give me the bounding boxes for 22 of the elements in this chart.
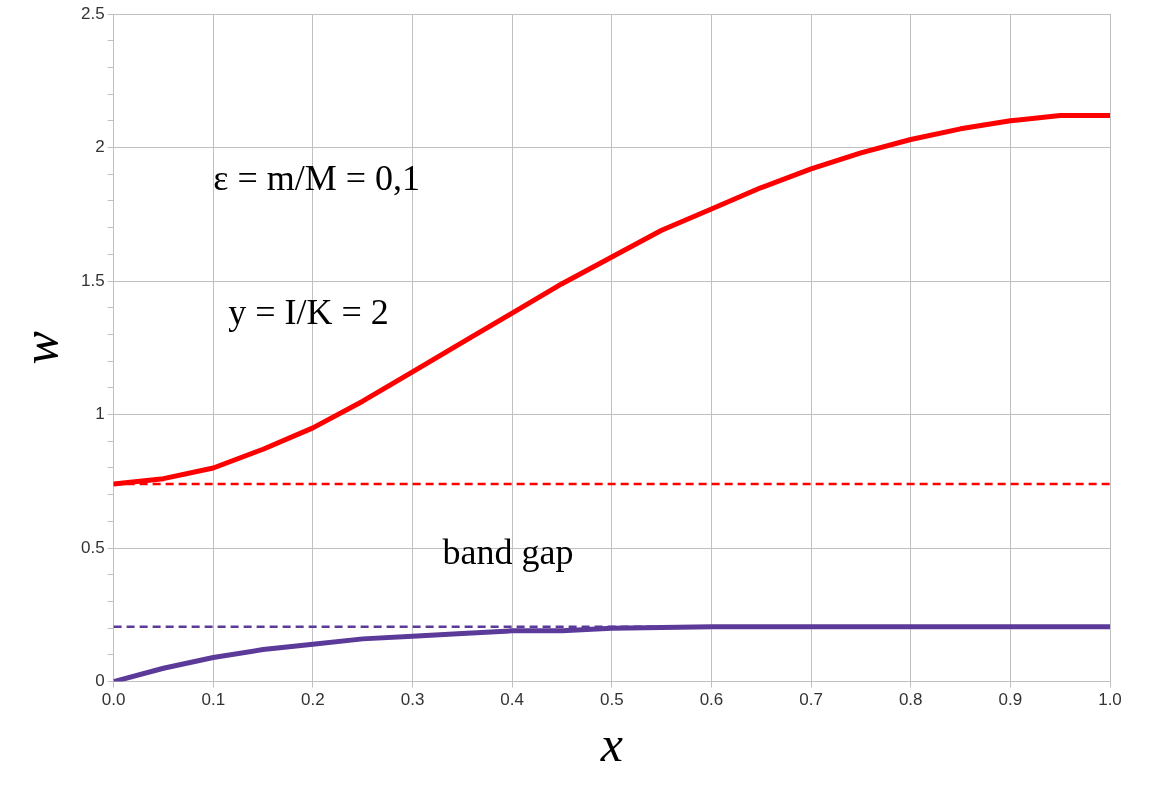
x-tick-label: 0.3: [400, 690, 425, 710]
y-tick-label: 2: [95, 137, 105, 157]
annotation: y = I/K = 2: [228, 291, 389, 332]
y-tick-label: 1: [95, 404, 105, 424]
x-tick-label: 0.5: [600, 690, 624, 710]
x-tick-label: 0.6: [699, 690, 724, 710]
y-axis-title: w: [12, 331, 69, 365]
annotation: band gap: [442, 532, 574, 573]
x-tick-label: 0.9: [998, 690, 1023, 710]
y-tick-label: 2.5: [80, 3, 105, 23]
y-tick-label: 0: [95, 671, 105, 691]
x-tick-label: 0.1: [201, 690, 226, 710]
y-tick-label: 1.5: [80, 270, 105, 290]
x-tick-label: 1.0: [1098, 690, 1122, 710]
x-tick-label: 0.7: [799, 690, 823, 710]
x-tick-label: 0.2: [301, 690, 325, 710]
x-tick-label: 0.4: [500, 690, 524, 710]
y-tick-label: 0.5: [80, 537, 105, 557]
x-tick-label: 0.8: [898, 690, 923, 710]
x-axis-title: x: [599, 716, 623, 773]
x-tick-label: 0.0: [101, 690, 126, 710]
annotation: ε = m/M = 0,1: [213, 158, 421, 199]
